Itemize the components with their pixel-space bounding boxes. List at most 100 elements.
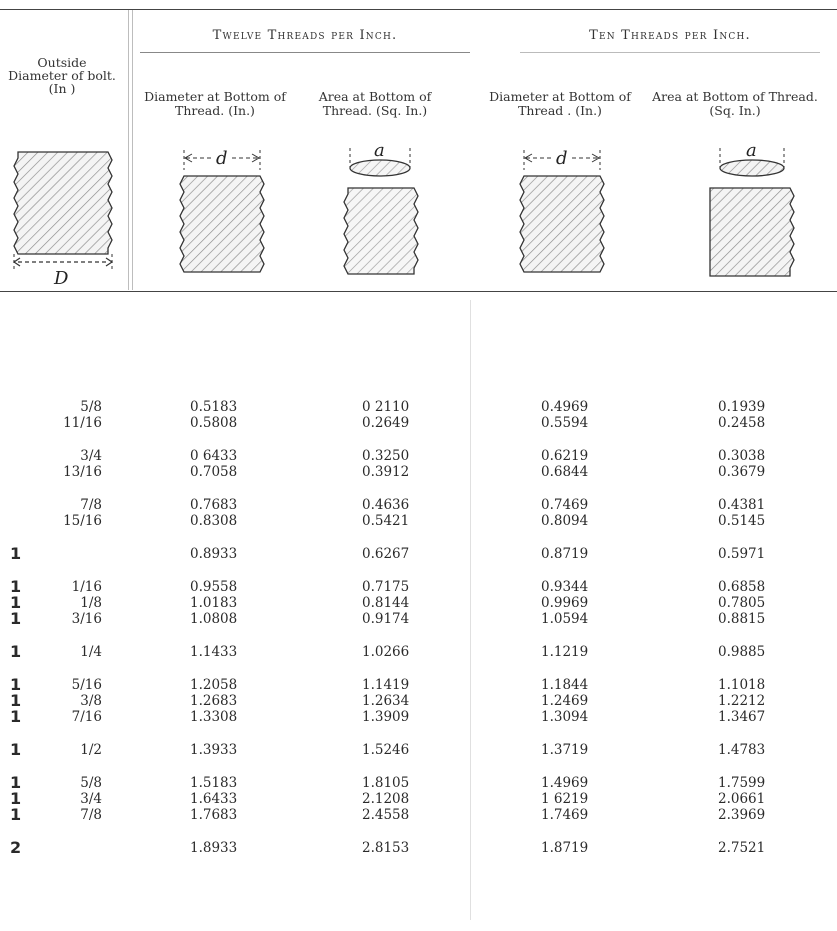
- area-ten-cell: 1.2212: [718, 693, 766, 709]
- table-row: 7/8 0.7683 0.4636 0.7469 0.4381: [0, 497, 837, 514]
- area-twelve-cell: 0.8144: [362, 595, 410, 611]
- table-row: 1 5/16 1.2058 1.1419 1.1844 1.1018: [0, 675, 837, 694]
- diameter-twelve-cell: 1.0183: [190, 595, 238, 611]
- group-heading-ten: Ten Threads per Inch.: [589, 28, 751, 43]
- area-ten-cell: 1.7599: [718, 775, 766, 791]
- diameter-ten-cell: 0.6844: [541, 464, 589, 480]
- area-heading-ten: Area at Bottom of Thread. (Sq. In.): [652, 89, 818, 118]
- diameter-twelve-cell: 0.7058: [190, 464, 238, 480]
- diameter-label-twelve: d: [216, 148, 228, 169]
- top-rule: [0, 9, 837, 10]
- area-twelve-cell: 1.2634: [362, 693, 410, 709]
- bolt-diameter-label: D: [53, 268, 69, 288]
- bolt-size-whole: 1: [10, 805, 22, 824]
- area-figure-ten: a: [709, 142, 795, 277]
- diameter-ten-cell: 1 6219: [541, 791, 589, 807]
- area-twelve-cell: 1.3909: [362, 709, 410, 725]
- bolt-size-whole: 1: [10, 691, 22, 710]
- table-row: 13/16 0.7058 0.3912 0.6844 0.3679: [0, 464, 837, 481]
- area-twelve-cell: 0.4636: [362, 497, 410, 513]
- area-ten-cell: 2.3969: [718, 807, 766, 823]
- area-ten-cell: 0.5145: [718, 513, 766, 529]
- column-divider-body: [470, 300, 471, 920]
- diameter-ten-cell: 0.9344: [541, 579, 589, 595]
- diameter-twelve-cell: 1.6433: [190, 791, 238, 807]
- table-row: 11/16 0.5808 0.2649 0.5594 0.2458: [0, 415, 837, 432]
- area-ten-cell: 0.8815: [718, 611, 766, 627]
- diameter-ten-cell: 1.3719: [541, 742, 589, 758]
- diameter-ten-cell: 0.9969: [541, 595, 589, 611]
- outside-diameter-heading: Outside Diameter of bolt. (In ): [8, 55, 116, 96]
- table-row: 1 1/8 1.0183 0.8144 0.9969 0.7805: [0, 593, 837, 612]
- area-ten-cell: 0.2458: [718, 415, 766, 431]
- diameter-ten-cell: 1.2469: [541, 693, 589, 709]
- table-row: 1 0.8933 0.6267 0.8719 0.5971: [0, 544, 837, 563]
- diameter-heading-ten: Diameter at Bottom of Thread . (In.): [489, 89, 631, 118]
- bolt-size-fraction: 3/16: [71, 611, 102, 627]
- diameter-ten-cell: 0.8094: [541, 513, 589, 529]
- table-row: 1 3/8 1.2683 1.2634 1.2469 1.2212: [0, 691, 837, 710]
- diameter-twelve-cell: 1.8933: [190, 840, 238, 856]
- diameter-twelve-cell: 1.3933: [190, 742, 238, 758]
- table-row: 1 3/4 1.6433 2.1208 1 6219 2.0661: [0, 789, 837, 808]
- bolt-figure: D: [12, 151, 114, 288]
- bolt-size-whole: 1: [10, 740, 22, 759]
- bolt-size-fraction: 3/4: [80, 448, 102, 464]
- area-ten-cell: 2.7521: [718, 840, 766, 856]
- bolt-size-fraction: 5/8: [80, 775, 102, 791]
- diameter-ten-cell: 0.7469: [541, 497, 589, 513]
- table-row: 1 3/16 1.0808 0.9174 1.0594 0.8815: [0, 609, 837, 628]
- diameter-twelve-cell: 0 6433: [190, 448, 238, 464]
- area-twelve-cell: 1.1419: [362, 677, 410, 693]
- group-heading-twelve: Twelve Threads per Inch.: [212, 28, 398, 43]
- bolt-size-fraction: 1/4: [80, 644, 102, 660]
- diameter-twelve-cell: 0.7683: [190, 497, 238, 513]
- diameter-ten-cell: 1.8719: [541, 840, 589, 856]
- diameter-twelve-cell: 0.5808: [190, 415, 238, 431]
- diameter-twelve-cell: 1.5183: [190, 775, 238, 791]
- table-row: 5/8 0.5183 0 2110 0.4969 0.1939: [0, 399, 837, 416]
- group-rule-ten: [520, 52, 820, 53]
- area-twelve-cell: 0.6267: [362, 546, 410, 562]
- diameter-figure-twelve: d: [179, 148, 265, 273]
- diameter-ten-cell: 1.0594: [541, 611, 589, 627]
- diameter-ten-cell: 0.8719: [541, 546, 589, 562]
- bolt-size-whole: 1: [10, 577, 22, 596]
- diameter-ten-cell: 0.5594: [541, 415, 589, 431]
- bolt-size-whole: 1: [10, 642, 22, 661]
- table-row: 1 5/8 1.5183 1.8105 1.4969 1.7599: [0, 773, 837, 792]
- area-ten-cell: 1.3467: [718, 709, 766, 725]
- bolt-size-fraction: 13/16: [63, 464, 102, 480]
- area-ten-cell: 0.9885: [718, 644, 766, 660]
- diameter-label-ten: d: [556, 148, 568, 169]
- bolt-size-fraction: 3/4: [80, 791, 102, 807]
- diameter-twelve-cell: 1.3308: [190, 709, 238, 725]
- area-ten-cell: 0.4381: [718, 497, 766, 513]
- diameter-ten-cell: 0.4969: [541, 399, 589, 415]
- table-row: 1 1/4 1.1433 1.0266 1.1219 0.9885: [0, 642, 837, 661]
- diameter-twelve-cell: 0.9558: [190, 579, 238, 595]
- area-ten-cell: 0.5971: [718, 546, 766, 562]
- area-twelve-cell: 0.2649: [362, 415, 410, 431]
- bolt-size-fraction: 7/16: [71, 709, 102, 725]
- diameter-ten-cell: 1.1844: [541, 677, 589, 693]
- table-row: 1 1/2 1.3933 1.5246 1.3719 1.4783: [0, 740, 837, 759]
- table-row: 15/16 0.8308 0.5421 0.8094 0.5145: [0, 513, 837, 530]
- bolt-size-fraction: 5/8: [80, 399, 102, 415]
- diameter-twelve-cell: 0.8308: [190, 513, 238, 529]
- diameter-twelve-cell: 1.1433: [190, 644, 238, 660]
- area-ten-cell: 0.6858: [718, 579, 766, 595]
- area-ten-cell: 0.3038: [718, 448, 766, 464]
- bolt-size-whole: 1: [10, 789, 22, 808]
- table-row: 1 7/16 1.3308 1.3909 1.3094 1.3467: [0, 707, 837, 726]
- diameter-heading-twelve: Diameter at Bottom of Thread. (In.): [144, 89, 286, 118]
- area-label-twelve: a: [374, 142, 385, 161]
- area-twelve-cell: 0.3250: [362, 448, 410, 464]
- group-rule-twelve: [140, 52, 470, 53]
- area-twelve-cell: 1.0266: [362, 644, 410, 660]
- area-twelve-cell: 2.1208: [362, 791, 410, 807]
- bolt-size-whole: 1: [10, 707, 22, 726]
- bolt-size-fraction: 7/8: [80, 497, 102, 513]
- diameter-figure-ten: d: [519, 148, 605, 273]
- bolt-size-fraction: 1/8: [80, 595, 102, 611]
